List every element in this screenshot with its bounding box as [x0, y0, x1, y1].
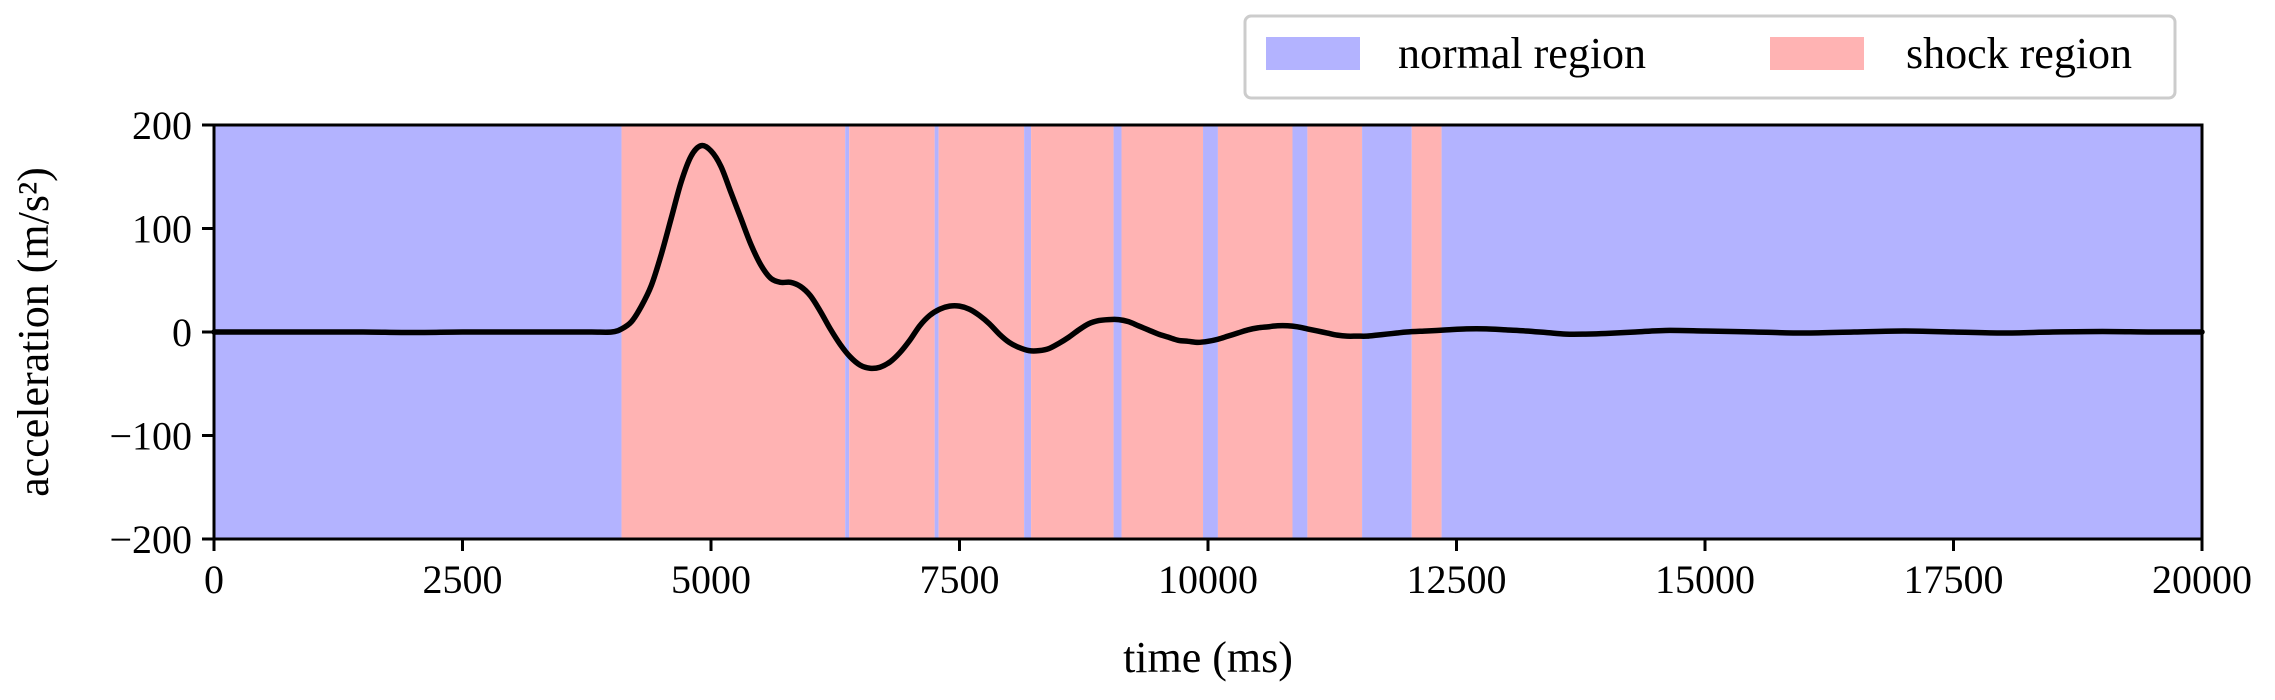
legend-box	[1243, 14, 2177, 100]
acceleration-series-line	[211, 142, 2205, 372]
shock-region-3	[849, 125, 935, 539]
y-axis-title: acceleration (m/s²)	[9, 167, 58, 497]
x-ticks: 0 2500 5000 7500 10000 12500 15000 17500 20000	[204, 539, 2252, 602]
legend: normal region shock region	[1243, 14, 2177, 100]
normal-region-2	[845, 125, 850, 539]
regions-layer	[214, 125, 2202, 539]
y-ticks: −200 −100 0 100 200	[109, 103, 214, 562]
legend-label-shock: shock region	[1906, 29, 2132, 78]
y-tick-label: 0	[172, 310, 192, 355]
x-tick-label: 17500	[1904, 557, 2004, 602]
shock-region-9	[1121, 125, 1204, 539]
shock-region-1	[621, 125, 846, 539]
x-tick-label: 5000	[671, 557, 751, 602]
normal-region-10	[1203, 125, 1218, 539]
shock-region-5	[938, 125, 1025, 539]
x-tick-label: 7500	[920, 557, 1000, 602]
x-axis-title: time (ms)	[1123, 633, 1293, 682]
y-tick-label: 100	[132, 207, 192, 252]
normal-region-8	[1113, 125, 1122, 539]
legend-swatch-normal	[1266, 37, 1360, 70]
normal-region-6	[1024, 125, 1032, 539]
shock-region-11	[1217, 125, 1293, 539]
x-tick-label: 15000	[1655, 557, 1755, 602]
x-tick-label: 0	[204, 557, 224, 602]
x-tick-label: 10000	[1158, 557, 1258, 602]
x-tick-label: 20000	[2152, 557, 2252, 602]
x-tick-label: 2500	[423, 557, 503, 602]
normal-region-4	[934, 125, 939, 539]
x-tick-label: 12500	[1407, 557, 1507, 602]
normal-region-12	[1292, 125, 1308, 539]
legend-swatch-shock	[1770, 37, 1864, 70]
y-tick-label: −100	[109, 414, 192, 459]
legend-label-normal: normal region	[1398, 29, 1646, 78]
y-tick-label: 200	[132, 103, 192, 148]
y-tick-label: −200	[109, 517, 192, 562]
